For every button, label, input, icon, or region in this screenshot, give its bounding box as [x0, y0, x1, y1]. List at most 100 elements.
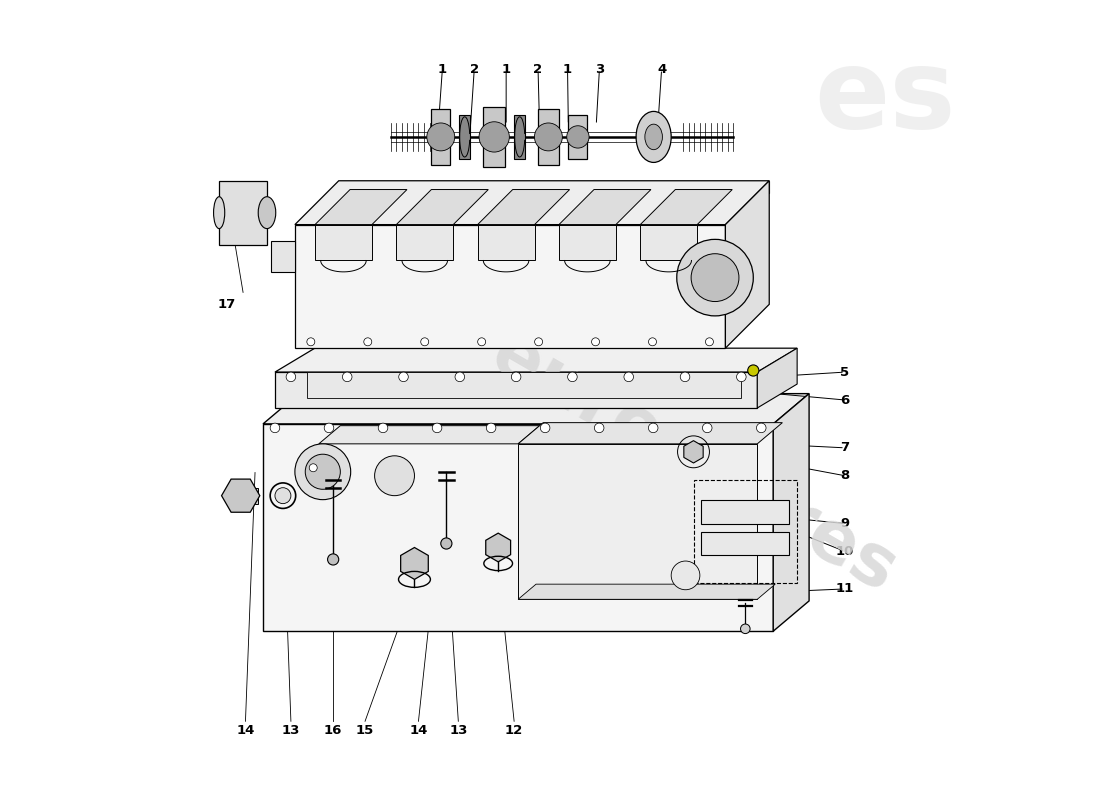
Polygon shape — [773, 394, 810, 631]
Text: 1: 1 — [563, 62, 572, 76]
Polygon shape — [307, 372, 741, 398]
Circle shape — [324, 423, 333, 433]
Circle shape — [705, 338, 714, 346]
Circle shape — [364, 338, 372, 346]
Circle shape — [307, 338, 315, 346]
Polygon shape — [483, 106, 505, 167]
Polygon shape — [518, 444, 757, 599]
Polygon shape — [255, 488, 258, 504]
Circle shape — [748, 365, 759, 376]
Ellipse shape — [213, 197, 224, 229]
Polygon shape — [271, 241, 295, 273]
Text: 15: 15 — [356, 724, 374, 738]
Circle shape — [432, 423, 442, 433]
Polygon shape — [757, 348, 798, 408]
Circle shape — [309, 464, 317, 472]
Circle shape — [375, 456, 415, 496]
Circle shape — [295, 444, 351, 500]
Ellipse shape — [258, 197, 276, 229]
Circle shape — [757, 423, 766, 433]
Polygon shape — [396, 190, 488, 225]
Polygon shape — [459, 114, 471, 159]
Polygon shape — [295, 225, 725, 348]
Text: 10: 10 — [836, 545, 855, 558]
Circle shape — [624, 372, 634, 382]
Text: es: es — [814, 43, 956, 150]
Bar — [702, 531, 789, 555]
Circle shape — [680, 372, 690, 382]
Text: 8: 8 — [840, 470, 849, 482]
Circle shape — [441, 538, 452, 549]
Ellipse shape — [645, 124, 662, 150]
Ellipse shape — [636, 111, 671, 162]
Bar — [693, 480, 798, 583]
Polygon shape — [396, 225, 453, 261]
Polygon shape — [477, 225, 535, 261]
Polygon shape — [538, 109, 559, 165]
Text: 9: 9 — [840, 517, 849, 530]
Polygon shape — [569, 114, 587, 159]
Circle shape — [342, 372, 352, 382]
Polygon shape — [559, 190, 651, 225]
Circle shape — [306, 454, 340, 490]
Circle shape — [535, 338, 542, 346]
Circle shape — [592, 338, 600, 346]
Polygon shape — [275, 372, 757, 408]
Circle shape — [275, 488, 290, 504]
Text: 13: 13 — [449, 724, 468, 738]
Text: 11: 11 — [836, 582, 854, 595]
Circle shape — [691, 254, 739, 302]
Circle shape — [648, 423, 658, 433]
Text: 12: 12 — [505, 724, 524, 738]
Circle shape — [535, 123, 562, 151]
Text: 4: 4 — [657, 62, 667, 76]
Polygon shape — [315, 225, 372, 261]
Text: 16: 16 — [324, 724, 342, 738]
Text: 7: 7 — [840, 442, 849, 454]
Circle shape — [512, 372, 521, 382]
Polygon shape — [477, 190, 570, 225]
Circle shape — [740, 624, 750, 634]
Polygon shape — [319, 426, 540, 444]
Polygon shape — [307, 374, 769, 390]
Circle shape — [478, 122, 509, 152]
Circle shape — [671, 561, 700, 590]
Polygon shape — [518, 584, 776, 599]
Circle shape — [286, 372, 296, 382]
Circle shape — [649, 338, 657, 346]
Circle shape — [486, 423, 496, 433]
Text: 1: 1 — [438, 62, 447, 76]
Circle shape — [427, 123, 454, 151]
Polygon shape — [219, 181, 267, 245]
Text: 14: 14 — [236, 724, 254, 738]
Text: 14: 14 — [409, 724, 428, 738]
Polygon shape — [315, 190, 407, 225]
Circle shape — [540, 423, 550, 433]
Circle shape — [271, 423, 279, 433]
Circle shape — [398, 372, 408, 382]
Text: 13: 13 — [282, 724, 300, 738]
Circle shape — [477, 338, 486, 346]
Circle shape — [566, 126, 590, 148]
Text: 6: 6 — [840, 394, 849, 406]
Circle shape — [420, 338, 429, 346]
Polygon shape — [275, 348, 798, 372]
Text: 5: 5 — [840, 366, 849, 378]
Polygon shape — [640, 190, 733, 225]
Text: 1: 1 — [502, 62, 510, 76]
Bar — [702, 500, 789, 523]
Circle shape — [455, 372, 464, 382]
Circle shape — [568, 372, 578, 382]
Text: 3: 3 — [595, 62, 604, 76]
Text: 17: 17 — [218, 298, 236, 311]
Polygon shape — [559, 225, 616, 261]
Circle shape — [737, 372, 746, 382]
Circle shape — [594, 423, 604, 433]
Polygon shape — [640, 225, 697, 261]
Polygon shape — [295, 181, 769, 225]
Text: 2: 2 — [534, 62, 542, 76]
Polygon shape — [514, 114, 526, 159]
Circle shape — [378, 423, 388, 433]
Polygon shape — [431, 109, 450, 165]
Polygon shape — [518, 422, 782, 444]
